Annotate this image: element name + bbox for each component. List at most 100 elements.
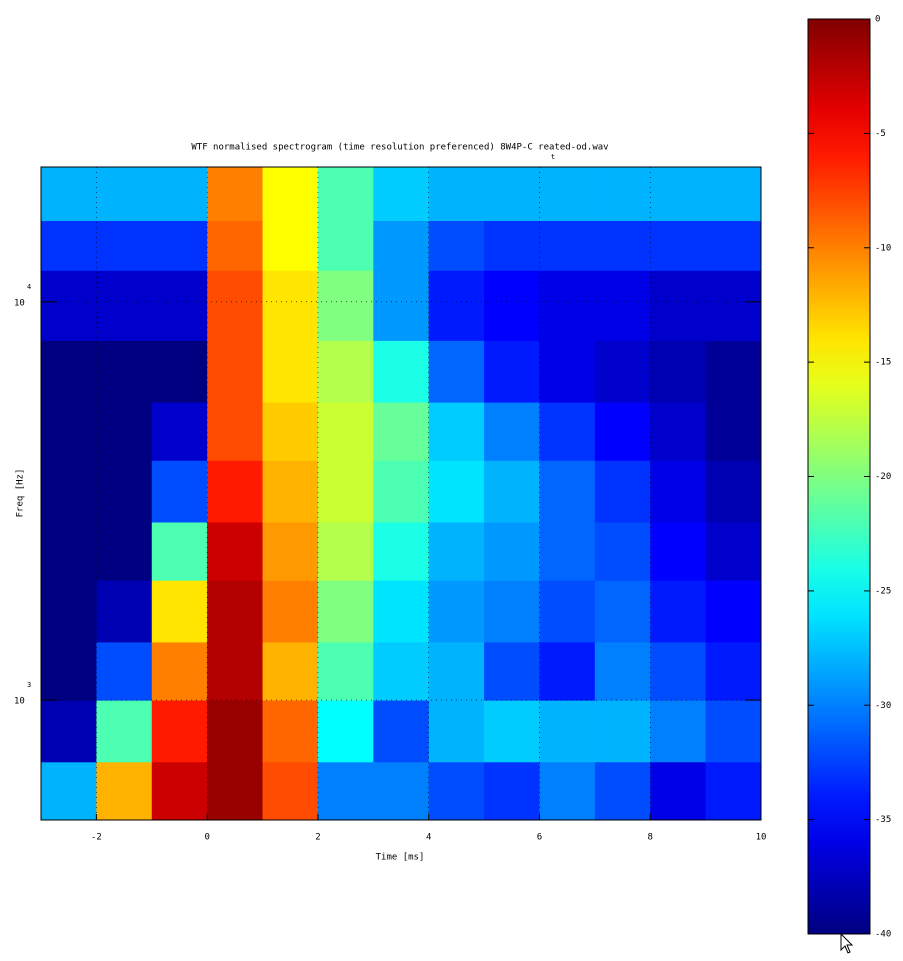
heat-cell <box>373 641 430 701</box>
heat-cell <box>650 402 707 461</box>
heat-cell <box>151 460 208 523</box>
heat-cell <box>41 402 97 461</box>
heat-cell <box>428 402 485 461</box>
heat-cell <box>539 270 596 341</box>
heat-cell <box>484 167 540 222</box>
heat-cell <box>650 580 707 643</box>
heat-cell <box>705 761 762 821</box>
heat-cell <box>151 340 208 403</box>
heat-cell <box>539 402 596 461</box>
heat-cell <box>428 580 485 643</box>
heat-cell <box>428 700 485 763</box>
heat-cell <box>373 402 430 461</box>
heat-cell <box>705 340 762 403</box>
heat-cell <box>207 641 264 701</box>
heat-cell <box>41 220 97 271</box>
heat-cell <box>262 270 319 341</box>
x-tick-label: 6 <box>537 833 542 843</box>
heat-cell <box>428 522 485 581</box>
heat-cell <box>594 522 651 581</box>
heat-cell <box>594 340 651 403</box>
heat-cell <box>41 641 97 701</box>
heat-cell <box>262 522 319 581</box>
heat-cell <box>207 340 264 403</box>
heat-cell <box>151 167 208 222</box>
heat-cell <box>317 700 374 763</box>
heat-cell <box>594 761 651 821</box>
heat-cell <box>373 700 430 763</box>
colorbar-tick-label: -5 <box>875 129 886 139</box>
heat-cell <box>317 220 374 271</box>
heat-cell <box>594 460 651 523</box>
heat-cell <box>539 340 596 403</box>
heat-cell <box>705 641 762 701</box>
heat-cell <box>41 270 97 341</box>
x-tick-label: 2 <box>315 833 320 843</box>
heat-cell <box>539 641 596 701</box>
heat-cell <box>207 700 264 763</box>
heat-cell <box>41 580 97 643</box>
heat-cell <box>428 270 485 341</box>
heat-cell <box>705 270 762 341</box>
heat-cell <box>539 522 596 581</box>
heat-cell <box>594 220 651 271</box>
heat-cell <box>705 580 762 643</box>
heat-cell <box>96 220 153 271</box>
heat-cell <box>151 402 208 461</box>
chart-title: WTF normalised spectrogram (time resolut… <box>191 143 608 153</box>
colorbar-tick-label: -25 <box>875 586 891 596</box>
x-tick-label: 4 <box>426 833 431 843</box>
heat-cell <box>539 761 596 821</box>
heat-cell <box>484 522 540 581</box>
heat-cell <box>317 641 374 701</box>
heat-cell <box>428 340 485 403</box>
heat-cell <box>650 167 707 222</box>
heat-cell <box>41 340 97 403</box>
heat-cell <box>484 641 540 701</box>
heat-cell <box>207 220 264 271</box>
cursor <box>840 932 854 954</box>
heat-cell <box>96 700 153 763</box>
heat-cell <box>484 220 540 271</box>
heat-cell <box>650 641 707 701</box>
heat-cell <box>151 580 208 643</box>
x-tick-label: 0 <box>204 833 209 843</box>
heat-cell <box>373 270 430 341</box>
heat-cell <box>317 340 374 403</box>
colorbar-tick-label: -20 <box>875 472 891 482</box>
heat-cell <box>96 167 153 222</box>
heat-cell <box>207 580 264 643</box>
colorbar <box>807 18 871 935</box>
heat-cell <box>151 700 208 763</box>
heat-cell <box>484 580 540 643</box>
heat-cell <box>41 167 97 222</box>
heat-cell <box>705 402 762 461</box>
heat-cell <box>96 340 153 403</box>
y-tick-label: 10 <box>14 697 25 707</box>
x-axis-label: Time [ms] <box>376 853 425 863</box>
heat-cell <box>373 460 430 523</box>
heat-cell <box>594 700 651 763</box>
heat-cell <box>373 220 430 271</box>
heat-cell <box>262 700 319 763</box>
heat-cell <box>262 580 319 643</box>
heat-cell <box>41 761 97 821</box>
heat-cell <box>539 460 596 523</box>
heat-cell <box>262 460 319 523</box>
heat-cell <box>96 761 153 821</box>
heat-cell <box>373 580 430 643</box>
colorbar-tick-label: -30 <box>875 701 891 711</box>
heat-cell <box>262 340 319 403</box>
heat-cell <box>428 460 485 523</box>
heat-cell <box>151 761 208 821</box>
x-tick-label: 10 <box>756 833 767 843</box>
heat-cell <box>317 580 374 643</box>
y-tick-exponent: 3 <box>27 681 31 689</box>
heat-cell <box>705 220 762 271</box>
heat-cell <box>96 522 153 581</box>
heat-cell <box>373 340 430 403</box>
heat-cell <box>151 522 208 581</box>
heat-cell <box>373 761 430 821</box>
heat-cell <box>262 402 319 461</box>
